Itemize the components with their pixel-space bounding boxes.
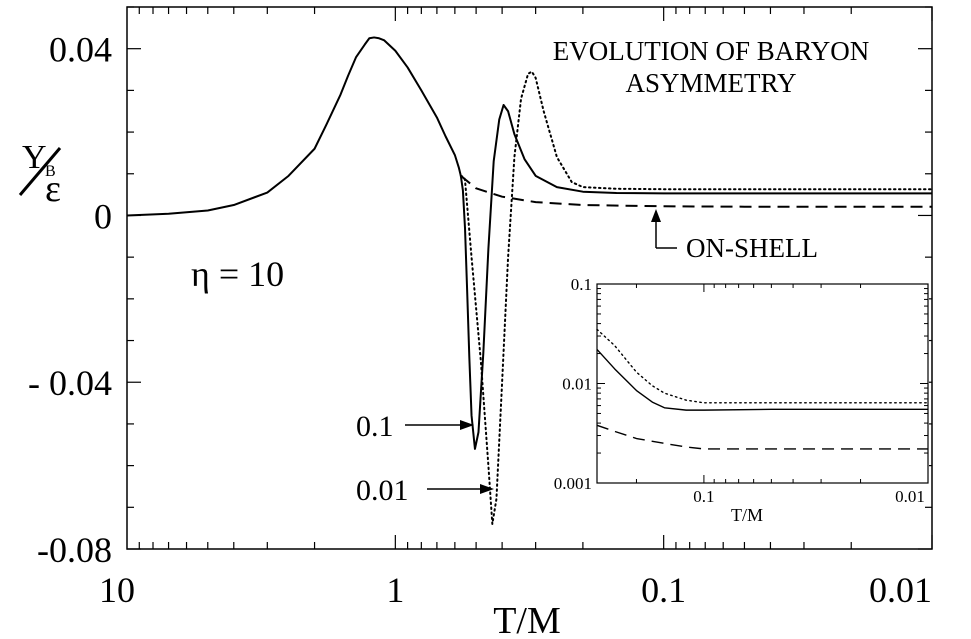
inset-axis-ticks: 0.1 0.01 0.1 0.01 0.001: [554, 275, 929, 506]
inset-series-line-dotted: [596, 328, 929, 404]
y-tick-label: 0: [94, 196, 112, 236]
chart-title-line-1: EVOLUTION OF BARYON: [553, 36, 870, 66]
y-axis-label-denominator: ε: [45, 168, 61, 210]
main-series-group: [126, 36, 933, 525]
main-axis-ticks: 10 1 0.1 0.01 0.04 0 - 0.04 -0.08: [28, 6, 933, 610]
main-plot-frame: [126, 6, 933, 550]
series-line-dashed: [460, 175, 932, 208]
on-shell-arrowhead: [651, 209, 661, 222]
chart-title-line-2: ASYMMETRY: [625, 68, 796, 98]
inset-background: [592, 280, 929, 483]
inset-y-tick-label: 0.001: [554, 474, 592, 493]
y-axis-label-subscript: B: [45, 163, 56, 180]
series-line-solid: [126, 36, 932, 450]
y-axis-label-slash: [18, 147, 62, 196]
solid-curve-arrowhead: [460, 420, 474, 430]
x-tick-label: 1: [386, 570, 404, 610]
y-tick-label: -0.08: [37, 530, 112, 570]
inset-y-tick-label: 0.01: [562, 375, 592, 394]
inset-x-axis-label: T/M: [731, 505, 763, 525]
x-tick-label: 0.1: [641, 570, 686, 610]
x-axis-label: T/M: [493, 600, 561, 639]
dotted-curve-label: 0.01: [356, 474, 409, 507]
y-axis-label-main: Y: [22, 139, 47, 176]
y-tick-label: - 0.04: [28, 363, 112, 403]
series-line-dotted: [459, 70, 933, 525]
eta-annotation: η = 10: [191, 254, 284, 294]
y-tick-label: 0.04: [49, 30, 112, 70]
on-shell-label: ON-SHELL: [686, 233, 818, 263]
dotted-curve-arrowhead: [480, 484, 494, 494]
inset-series-group: [596, 328, 929, 450]
inset-x-tick-label: 0.1: [693, 487, 714, 506]
solid-curve-label: 0.1: [356, 410, 394, 443]
inset-series-line-dashed: [596, 424, 928, 450]
x-tick-label: 0.01: [869, 570, 932, 610]
x-tick-label: 10: [99, 570, 135, 610]
inset-y-tick-label: 0.1: [571, 275, 592, 294]
inset-x-tick-label: 0.01: [895, 487, 925, 506]
inset-series-line-solid: [596, 348, 928, 411]
